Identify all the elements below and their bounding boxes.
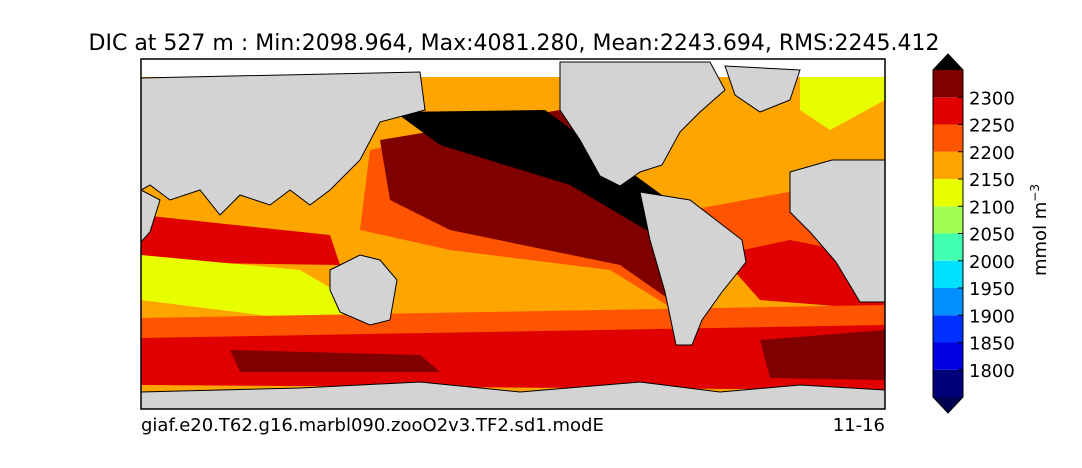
land	[141, 381, 885, 409]
land	[329, 254, 398, 326]
colorbar-band	[933, 124, 963, 152]
map-frame	[140, 58, 886, 410]
colorbar-tick-label: 2300	[969, 88, 1015, 109]
map-title: DIC at 527 m : Min:2098.964, Max:4081.28…	[89, 31, 940, 56]
colorbar-tick-label: 2200	[969, 143, 1015, 164]
colorbar-band	[933, 369, 963, 397]
colorbar-tick-label: 1900	[969, 306, 1015, 327]
colorbar-band	[933, 70, 963, 98]
colorbar-band	[933, 260, 963, 288]
colorbar-outline	[932, 53, 964, 414]
contour	[760, 330, 885, 380]
contour	[800, 62, 885, 130]
colorbar-tick-label: 2250	[969, 116, 1015, 137]
contour	[141, 325, 885, 390]
footer-left: giaf.e20.T62.g16.marbl090.zooO2v3.TF2.sd…	[141, 415, 604, 436]
label-text: mmol m	[1030, 202, 1051, 276]
footer-right: 11-16	[833, 415, 885, 436]
colorbar-tick-label: 1950	[969, 279, 1015, 300]
land	[559, 61, 726, 187]
colorbar-over	[933, 54, 963, 70]
contour	[230, 350, 440, 372]
land	[141, 71, 426, 216]
colorbar-tick-label: 2100	[969, 197, 1015, 218]
colorbar-tick-label: 2150	[969, 170, 1015, 191]
label-exponent: −3	[1028, 184, 1042, 202]
colorbar-under	[933, 397, 963, 413]
colorbar-tick-label: 1850	[969, 334, 1015, 355]
colorbar-band	[933, 342, 963, 370]
colorbar-band	[933, 179, 963, 207]
colorbar-band	[933, 288, 963, 316]
contour	[141, 255, 385, 330]
colorbar-band	[933, 206, 963, 234]
colorbar-tick-label: 1800	[969, 361, 1015, 382]
land	[639, 191, 747, 346]
contour	[141, 215, 340, 265]
map	[140, 58, 886, 410]
contour	[395, 110, 662, 235]
colorbar-band	[933, 233, 963, 261]
land	[789, 159, 885, 303]
land	[141, 189, 161, 243]
colorbar-tick-label: 2050	[969, 225, 1015, 246]
colorbar: 1800 1850 1900 1950 2000 2050 2100 2150 2200 2250…	[932, 53, 1015, 414]
colorbar-band	[933, 315, 963, 343]
colorbar-tick-label: 2000	[969, 252, 1015, 273]
colorbar-band	[933, 151, 963, 179]
colorbar-label: mmol m−3	[1028, 184, 1051, 276]
colorbar-band	[933, 97, 963, 125]
land	[724, 65, 801, 113]
